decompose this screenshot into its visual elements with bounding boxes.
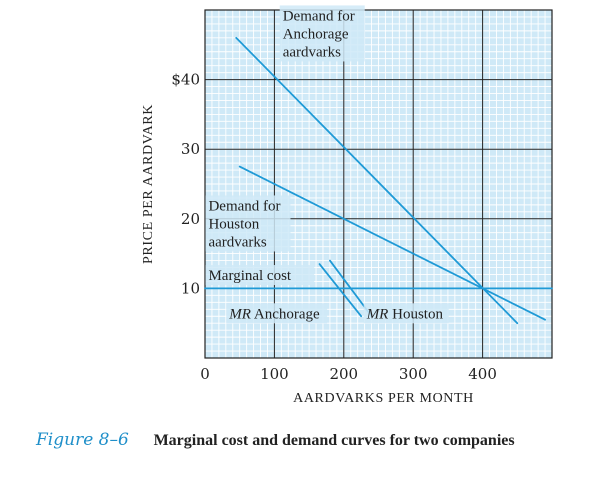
series-line-houston-demand (238, 165, 546, 321)
annotation-background (205, 265, 315, 286)
annotation-text: aardvarks (208, 234, 266, 250)
y-tick-label: 30 (181, 140, 200, 158)
figure-title: Marginal cost and demand curves for two … (153, 432, 515, 449)
annotation-mr-anchorage: MR Anchorage (226, 303, 328, 324)
x-tick-label: 300 (399, 365, 428, 383)
y-tick-label: 10 (181, 279, 200, 297)
x-tick-label: 200 (329, 365, 358, 383)
x-axis-label: AARDVARKS PER MONTH (293, 391, 474, 406)
plot-frame (204, 9, 553, 359)
y-tick-label: $40 (171, 71, 200, 89)
annotation-mr-houston: MR Houston (363, 303, 449, 324)
x-tick-label: 100 (260, 365, 289, 383)
x-tick-label: 0 (200, 365, 210, 383)
annotation-marginal-cost: Marginal cost (205, 265, 315, 286)
y-tick-label: 20 (181, 210, 200, 228)
annotation-text: Anchorage (283, 26, 349, 42)
y-axis-label: PRICE PER AARDVARK (141, 104, 156, 264)
annotation-anchorage-demand: Demand for Anchorage aardvarks (279, 5, 365, 62)
annotation-text: aardvarks (283, 44, 341, 60)
annotation-text: Marginal cost (208, 268, 291, 284)
chart: 0 100 200 300 400 10 20 30 $40 AARDVARKS PER MONT… (141, 5, 553, 406)
annotation-background (279, 5, 365, 62)
figure-caption: Figure 8–6 Marginal cost and demand curv… (36, 430, 586, 450)
annotation-houston-demand: Demand for Houston aardvarks (205, 195, 291, 252)
x-tick-label: 400 (468, 365, 497, 383)
annotation-text: Demand for (283, 8, 355, 24)
annotation-text: Demand for (208, 198, 280, 214)
annotation-text: MR Houston (366, 306, 444, 322)
annotation-background (205, 195, 291, 252)
figure-label: Figure 8–6 (36, 430, 129, 450)
series-line-mr-anchorage (318, 263, 363, 318)
annotation-background (226, 303, 328, 324)
series-line-anchorage-demand (235, 36, 519, 325)
annotation-background (363, 303, 449, 324)
annotation-text: MR Anchorage (228, 306, 320, 322)
annotation-text: Houston (208, 216, 259, 232)
